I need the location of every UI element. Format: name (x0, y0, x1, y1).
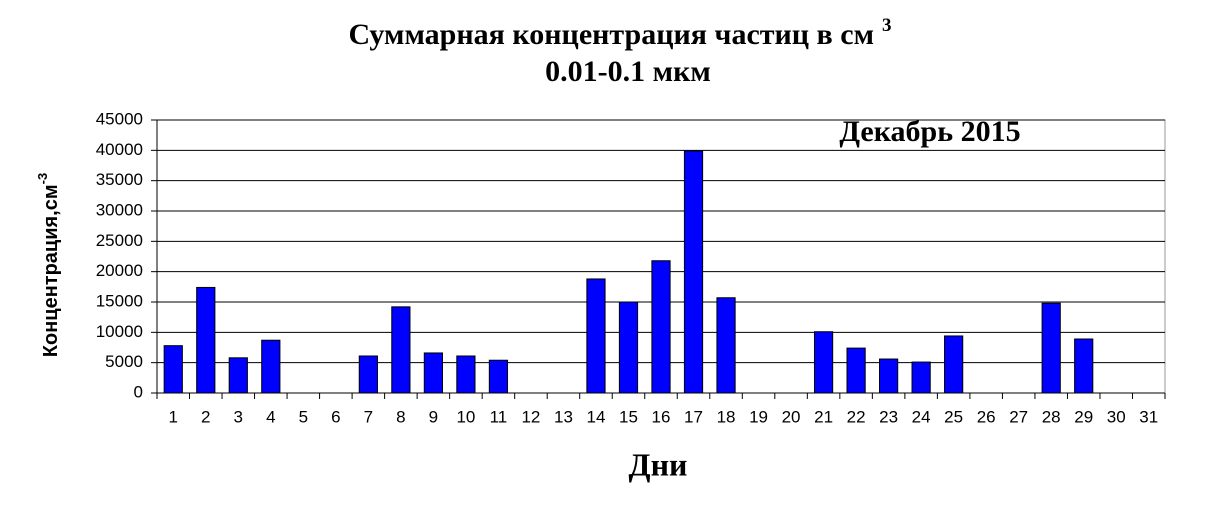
x-tick-label: 2 (201, 407, 210, 426)
bar (911, 361, 931, 394)
title-superscript: 3 (882, 15, 892, 36)
y-label-superscript: -3 (35, 173, 50, 185)
bar (1041, 302, 1061, 394)
bar (618, 301, 639, 394)
x-tick-label: 19 (749, 407, 768, 426)
x-tick-label: 18 (717, 407, 736, 426)
chart-title: Суммарная концентрация частиц в см 3 (348, 15, 891, 51)
x-tick-label: 17 (684, 407, 703, 426)
x-tick-label: 28 (1042, 407, 1061, 426)
bar (1074, 338, 1094, 394)
y-tick-label: 35000 (96, 170, 143, 189)
x-tick-label: 31 (1139, 407, 1158, 426)
bar (456, 355, 476, 394)
y-tick-label: 20000 (96, 261, 143, 280)
x-tick-label: 24 (912, 407, 931, 426)
x-tick-label: 3 (234, 407, 243, 426)
x-tick-label: 25 (944, 407, 963, 426)
y-tick-label: 5000 (105, 352, 143, 371)
x-tick-label: 20 (782, 407, 801, 426)
x-tick-label: 8 (396, 407, 405, 426)
x-tick-label: 22 (847, 407, 866, 426)
title-text: Суммарная концентрация частиц в см (348, 18, 874, 51)
x-tick-label: 15 (619, 407, 638, 426)
x-tick-label: 26 (977, 407, 996, 426)
bar (261, 339, 281, 394)
x-tick-label: 4 (266, 407, 275, 426)
bar (196, 286, 216, 394)
y-tick-label: 15000 (96, 291, 143, 310)
bar (423, 352, 443, 394)
y-tick-label: 30000 (96, 200, 143, 219)
x-tick-label: 10 (456, 407, 475, 426)
y-tick-label: 0 (134, 382, 143, 401)
y-label-text: Концентрация,см (40, 184, 62, 357)
x-tick-label: 29 (1074, 407, 1093, 426)
x-tick-label: 21 (814, 407, 833, 426)
chart-subtitle: 0.01-0.1 мкм (545, 55, 711, 88)
bar (358, 355, 378, 394)
bar (846, 347, 866, 394)
x-tick-label: 30 (1107, 407, 1126, 426)
y-tick-label: 10000 (96, 322, 143, 341)
x-tick-label: 13 (554, 407, 573, 426)
y-tick-label: 45000 (96, 109, 143, 128)
x-tick-label: 11 (490, 407, 508, 426)
x-tick-label: 1 (169, 407, 178, 426)
x-tick-label: 27 (1009, 407, 1028, 426)
bar (813, 331, 834, 394)
x-tick-label: 12 (521, 407, 540, 426)
x-tick-label: 7 (364, 407, 373, 426)
x-axis-label: Дни (629, 446, 688, 482)
x-tick-label: 5 (299, 407, 308, 426)
bar (683, 150, 704, 394)
bar (586, 278, 606, 394)
bar (228, 357, 248, 394)
bar (391, 306, 411, 394)
bar (879, 358, 899, 394)
y-tick-label: 25000 (96, 231, 143, 250)
bar (944, 335, 964, 394)
x-tick-label: 9 (429, 407, 438, 426)
x-tick-label: 16 (652, 407, 671, 426)
y-tick-label: 40000 (96, 140, 143, 159)
bar (488, 359, 509, 394)
bar (651, 260, 671, 394)
x-tick-label: 23 (879, 407, 898, 426)
x-tick-label: 14 (587, 407, 606, 426)
bar (163, 345, 183, 394)
x-tick-label: 6 (331, 407, 340, 426)
bar (716, 297, 736, 394)
y-axis-label: Концентрация,см-3 (35, 173, 62, 357)
